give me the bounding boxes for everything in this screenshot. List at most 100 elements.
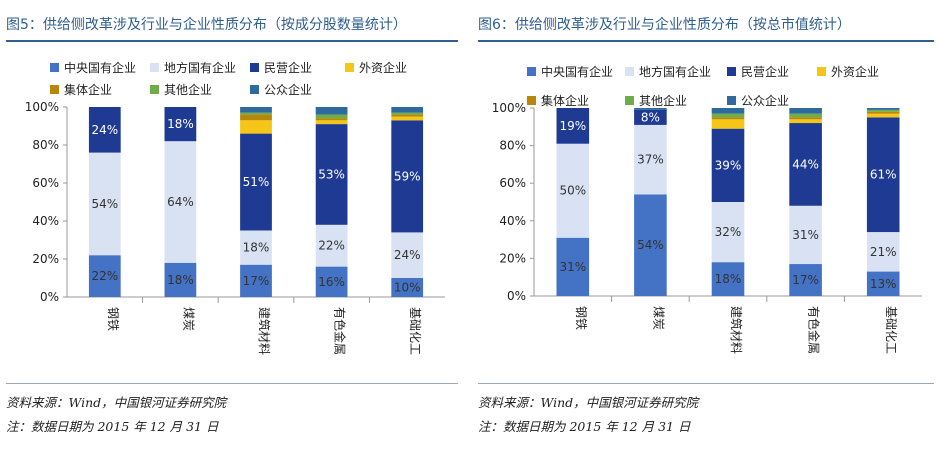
bar-segment bbox=[866, 108, 900, 110]
legend-label: 其他企业 bbox=[164, 82, 212, 97]
bar-segment bbox=[315, 266, 348, 297]
legend-swatch bbox=[727, 67, 736, 76]
bar-segment bbox=[634, 124, 667, 195]
data-label: 13% bbox=[870, 277, 897, 291]
bar-segment bbox=[789, 205, 822, 265]
data-label: 19% bbox=[559, 119, 586, 133]
data-label: 18% bbox=[715, 272, 742, 286]
legend-item: 公众企业 bbox=[250, 82, 312, 97]
bar-segment bbox=[711, 117, 745, 120]
legend-swatch bbox=[817, 67, 826, 76]
x-category-label: 基础化工 bbox=[884, 306, 898, 354]
legend-label: 外资企业 bbox=[831, 64, 879, 79]
legend-swatch bbox=[625, 96, 634, 105]
bar-segment bbox=[391, 120, 424, 233]
bar-segment bbox=[88, 152, 121, 256]
legend-item: 其他企业 bbox=[625, 93, 687, 108]
legend-item: 其他企业 bbox=[150, 82, 212, 97]
bar-segment bbox=[391, 112, 424, 115]
legend-item: 外资企业 bbox=[817, 64, 879, 79]
bar-segment bbox=[240, 112, 272, 115]
bar-segment bbox=[240, 120, 272, 134]
data-label: 59% bbox=[394, 169, 421, 183]
x-category-label: 钢铁 bbox=[106, 307, 120, 331]
legend-label: 公众企业 bbox=[264, 82, 312, 97]
y-tick-label: 0% bbox=[40, 290, 59, 304]
data-label: 18% bbox=[167, 117, 194, 131]
x-category-label: 建筑材料 bbox=[257, 307, 272, 355]
x-category-label: 煤炭 bbox=[651, 306, 665, 330]
figure-title: 图5：供给侧改革涉及行业与企业性质分布（按成分股数量统计） bbox=[6, 17, 407, 33]
legend-swatch bbox=[527, 96, 536, 105]
data-label: 51% bbox=[243, 175, 270, 189]
x-category-label: 基础化工 bbox=[408, 307, 422, 355]
data-label: 44% bbox=[792, 157, 819, 171]
legend-swatch bbox=[625, 67, 634, 76]
bar-segment bbox=[391, 278, 424, 297]
data-label: 18% bbox=[167, 273, 194, 287]
x-category-label: 钢铁 bbox=[574, 306, 588, 330]
legend-label: 民营企业 bbox=[264, 60, 312, 75]
bar-segment bbox=[240, 114, 272, 121]
legend-item: 民营企业 bbox=[727, 64, 789, 79]
data-label: 39% bbox=[715, 158, 742, 172]
bar-segment bbox=[866, 113, 900, 118]
date-note: 注：数据日期为 2015 年 12 月 31 日 bbox=[6, 419, 219, 434]
footer-divider bbox=[478, 383, 934, 384]
bar-segment bbox=[711, 108, 745, 114]
bar-segment bbox=[556, 237, 590, 296]
x-category-label: 煤炭 bbox=[181, 307, 195, 331]
legend-item: 民营企业 bbox=[250, 60, 312, 75]
figure-6-panel: 图6：供给侧改革涉及行业与企业性质分布（按总市值统计） 中央国有企业 地方国有企业… bbox=[472, 0, 941, 458]
data-label: 10% bbox=[394, 281, 421, 295]
data-label: 31% bbox=[559, 260, 586, 274]
bar-segment bbox=[789, 117, 822, 120]
title-divider bbox=[6, 40, 458, 42]
legend-label: 地方国有企业 bbox=[639, 64, 711, 79]
bar-segment bbox=[315, 124, 348, 225]
bar-segment bbox=[240, 230, 272, 265]
data-label: 22% bbox=[91, 269, 118, 283]
bar-segment bbox=[634, 109, 667, 125]
legend-swatch bbox=[50, 63, 59, 72]
bar-segment bbox=[634, 108, 667, 110]
title-divider bbox=[478, 40, 934, 42]
data-label: 24% bbox=[91, 123, 118, 137]
legend-label: 集体企业 bbox=[64, 82, 112, 97]
y-tick-label: 80% bbox=[499, 139, 526, 153]
x-category-label: 有色金属 bbox=[333, 307, 348, 355]
legend-item: 中央国有企业 bbox=[527, 64, 613, 79]
bar-segment bbox=[88, 107, 121, 153]
bar-segment bbox=[866, 232, 900, 272]
legend-label: 民营企业 bbox=[741, 64, 789, 79]
bar-segment bbox=[866, 109, 900, 112]
data-label: 50% bbox=[559, 184, 586, 198]
legend-item: 集体企业 bbox=[527, 93, 589, 108]
bar-segment bbox=[315, 114, 348, 119]
bar-segment bbox=[315, 118, 348, 121]
bar-segment bbox=[391, 232, 424, 278]
legend-item: 地方国有企业 bbox=[150, 60, 236, 75]
legend-item: 集体企业 bbox=[50, 82, 112, 97]
legend-label: 公众企业 bbox=[741, 93, 789, 108]
bar-segment bbox=[711, 113, 745, 118]
data-label: 21% bbox=[870, 245, 897, 259]
legend-label: 中央国有企业 bbox=[541, 64, 613, 79]
legend-swatch bbox=[345, 63, 354, 72]
bar-segment bbox=[315, 107, 348, 115]
figure-title: 图6：供给侧改革涉及行业与企业性质分布（按总市值统计） bbox=[478, 17, 851, 33]
bar-segment bbox=[866, 271, 900, 296]
legend-swatch bbox=[150, 85, 159, 94]
bar-segment bbox=[391, 107, 424, 113]
bar-segment bbox=[240, 107, 272, 113]
data-label: 17% bbox=[792, 273, 819, 287]
legend-swatch bbox=[50, 85, 59, 94]
legend-swatch bbox=[150, 63, 159, 72]
bar-segment bbox=[789, 119, 822, 124]
legend-swatch bbox=[527, 67, 536, 76]
bar-segment bbox=[88, 255, 121, 297]
bar-segment bbox=[315, 120, 348, 125]
data-label: 8% bbox=[641, 110, 660, 124]
y-tick-label: 80% bbox=[32, 138, 59, 152]
